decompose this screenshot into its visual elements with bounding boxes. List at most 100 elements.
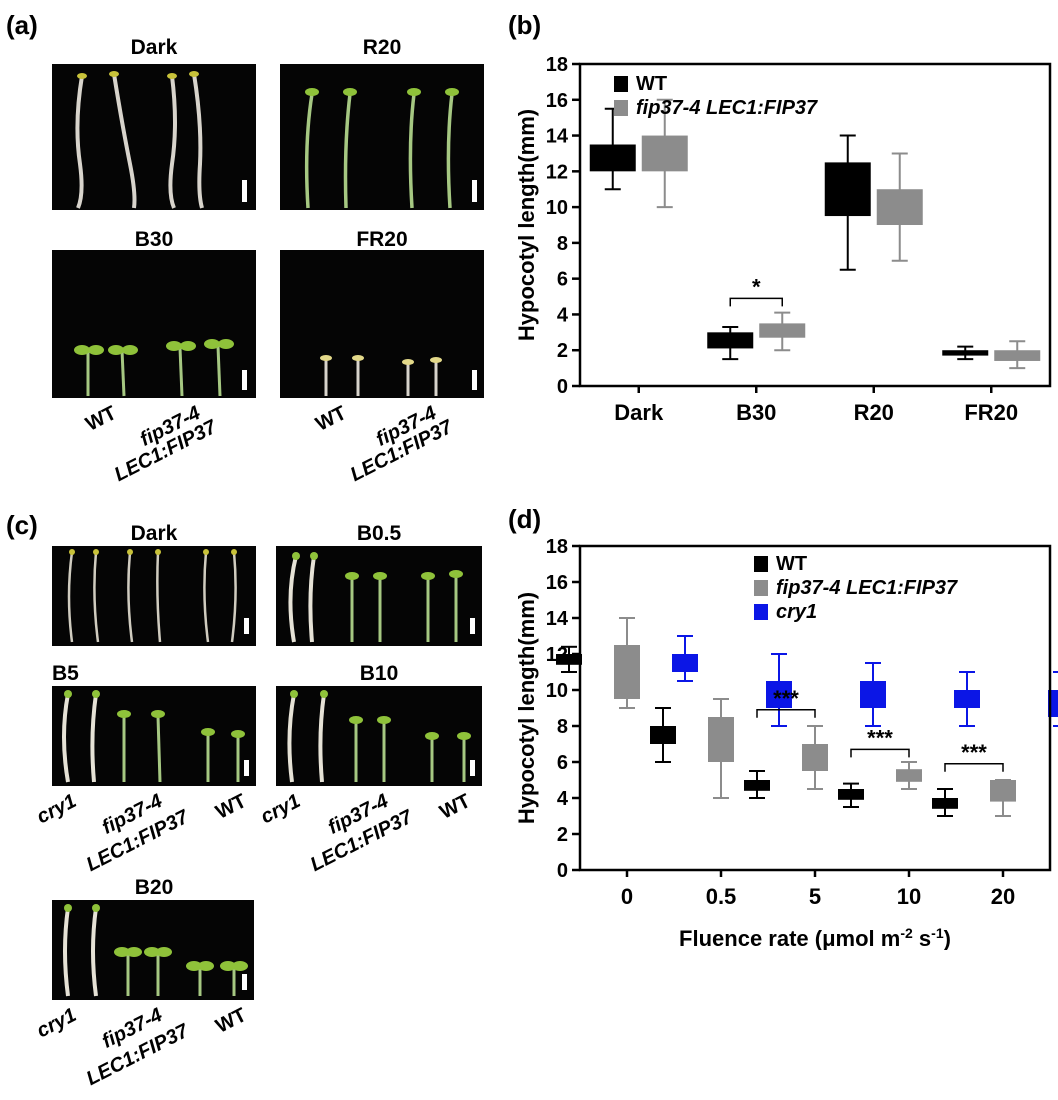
y-tick-label: 6: [557, 752, 568, 774]
seedling-photo-a-b30: [52, 250, 256, 398]
y-tick-label: 2: [557, 340, 568, 362]
seedlings-a-fr20: [320, 355, 442, 396]
legend-swatch: [614, 76, 628, 92]
x-axis-label: Fluence rate (μmol m-2 s-1): [679, 925, 951, 950]
scale-bar: [242, 180, 247, 202]
x-tick-label: 0.5: [706, 884, 737, 909]
panel-c-letter: (c): [6, 510, 38, 540]
x-tick-label: 0: [621, 884, 633, 909]
x-tick-label: R20: [854, 400, 894, 425]
significance-bracket: [729, 297, 783, 307]
box-wt: [556, 654, 582, 665]
box-cry1: [672, 654, 698, 672]
y-tick-label: 10: [546, 197, 568, 219]
seedling-photo-a-r20: [280, 64, 484, 210]
significance-stars: *: [752, 274, 761, 299]
x-tick-label: B30: [736, 400, 776, 425]
x-tick-label: 20: [991, 884, 1015, 909]
box-wt: [942, 350, 989, 356]
legend-swatch: [614, 100, 628, 116]
scale-bar: [470, 618, 475, 634]
photo-title-a-r20: R20: [362, 36, 402, 59]
panel-a-letter: (a): [6, 10, 38, 40]
chart-b: 0 2 4 6 8 10 12 14 16 18 Hypocotyl length(mm) Dark B…: [518, 54, 1052, 425]
y-tick-label: 6: [557, 269, 568, 291]
genotype-label-wt: WT: [436, 790, 474, 824]
y-tick-label: 18: [546, 54, 568, 76]
box-cry1: [766, 681, 792, 708]
seedlings-c-b20: [63, 904, 248, 997]
box-fip: [896, 769, 922, 782]
box-cry1: [860, 681, 886, 708]
scale-bar: [470, 760, 475, 776]
significance-stars: ***: [773, 686, 799, 711]
photo-title-a-b30: B30: [134, 228, 174, 251]
plot-frame: [578, 62, 1052, 388]
x-tick-label: 5: [809, 884, 821, 909]
photo-title-c-dark: Dark: [130, 522, 178, 545]
legend-label: fip37-4 LEC1:FIP37: [776, 577, 958, 599]
significance-bracket: [850, 748, 910, 758]
legend-swatch: [754, 580, 768, 596]
x-tick-label: Dark: [614, 400, 664, 425]
x-tick-label: FR20: [964, 400, 1018, 425]
seedlings-c-b5: [62, 690, 245, 783]
seedling-photo-c-b05: [276, 546, 482, 646]
scale-bar: [242, 974, 247, 990]
y-tick-label: 14: [546, 608, 569, 630]
photo-title-c-b05: B0.5: [356, 522, 402, 545]
y-tick-label: 8: [557, 233, 568, 255]
box-fip: [708, 717, 734, 762]
y-tick-label: 4: [557, 788, 569, 810]
genotype-label-wt: WT: [212, 1004, 250, 1038]
panel-b-letter: (b): [508, 10, 542, 40]
box-wt: [824, 162, 871, 217]
significance-stars: ***: [961, 740, 987, 765]
scale-bar: [244, 618, 249, 634]
y-tick-label: 12: [546, 161, 568, 183]
y-tick-label: 8: [557, 716, 568, 738]
seedling-photo-a-dark: [52, 64, 256, 210]
seedlings-c-b10: [287, 690, 471, 783]
seedlings-a-dark: [75, 71, 204, 209]
y-tick-label: 16: [546, 572, 568, 594]
box-fip: [802, 744, 828, 771]
box-fip: [990, 780, 1016, 802]
photo-title-a-dark: Dark: [130, 36, 178, 59]
significance-bracket: [944, 763, 1004, 772]
legend-label: WT: [636, 73, 667, 95]
y-tick-label: 2: [557, 824, 568, 846]
y-tick-label: 4: [557, 304, 569, 326]
genotype-label-cry1: cry1: [33, 790, 80, 829]
genotype-label-cry1: cry1: [33, 1004, 80, 1043]
y-tick-label: 18: [546, 536, 568, 558]
box-wt: [838, 789, 864, 800]
box-wt: [744, 780, 770, 791]
significance-stars: ***: [867, 725, 893, 750]
scale-bar: [472, 180, 477, 202]
box-wt: [589, 144, 636, 172]
box-cry1: [1048, 690, 1058, 717]
box-fip: [759, 323, 806, 338]
box-fip: [641, 135, 688, 172]
y-axis-label: Hypocotyl length(mm): [518, 592, 539, 824]
box-wt: [932, 798, 958, 809]
seedlings-c-b05: [288, 552, 463, 643]
seedling-photo-a-fr20: [280, 250, 484, 398]
seedling-photo-c-b10: [276, 686, 482, 786]
box-fip: [994, 350, 1041, 361]
legend-swatch: [754, 556, 768, 572]
legend-label: WT: [776, 553, 807, 575]
seedlings-a-b30: [74, 339, 234, 397]
box-wt: [707, 332, 754, 349]
seedling-photo-c-b5: [52, 686, 256, 786]
significance-bracket: [756, 709, 816, 718]
seedling-photo-c-b20: [52, 900, 254, 1000]
y-tick-label: 10: [546, 680, 568, 702]
y-tick-label: 0: [557, 376, 568, 398]
box-wt: [650, 726, 676, 744]
legend-label: fip37-4 LEC1:FIP37: [636, 97, 818, 119]
seedlings-c-dark: [67, 549, 237, 643]
legend-swatch: [754, 604, 768, 620]
x-tick-label: 10: [897, 884, 921, 909]
